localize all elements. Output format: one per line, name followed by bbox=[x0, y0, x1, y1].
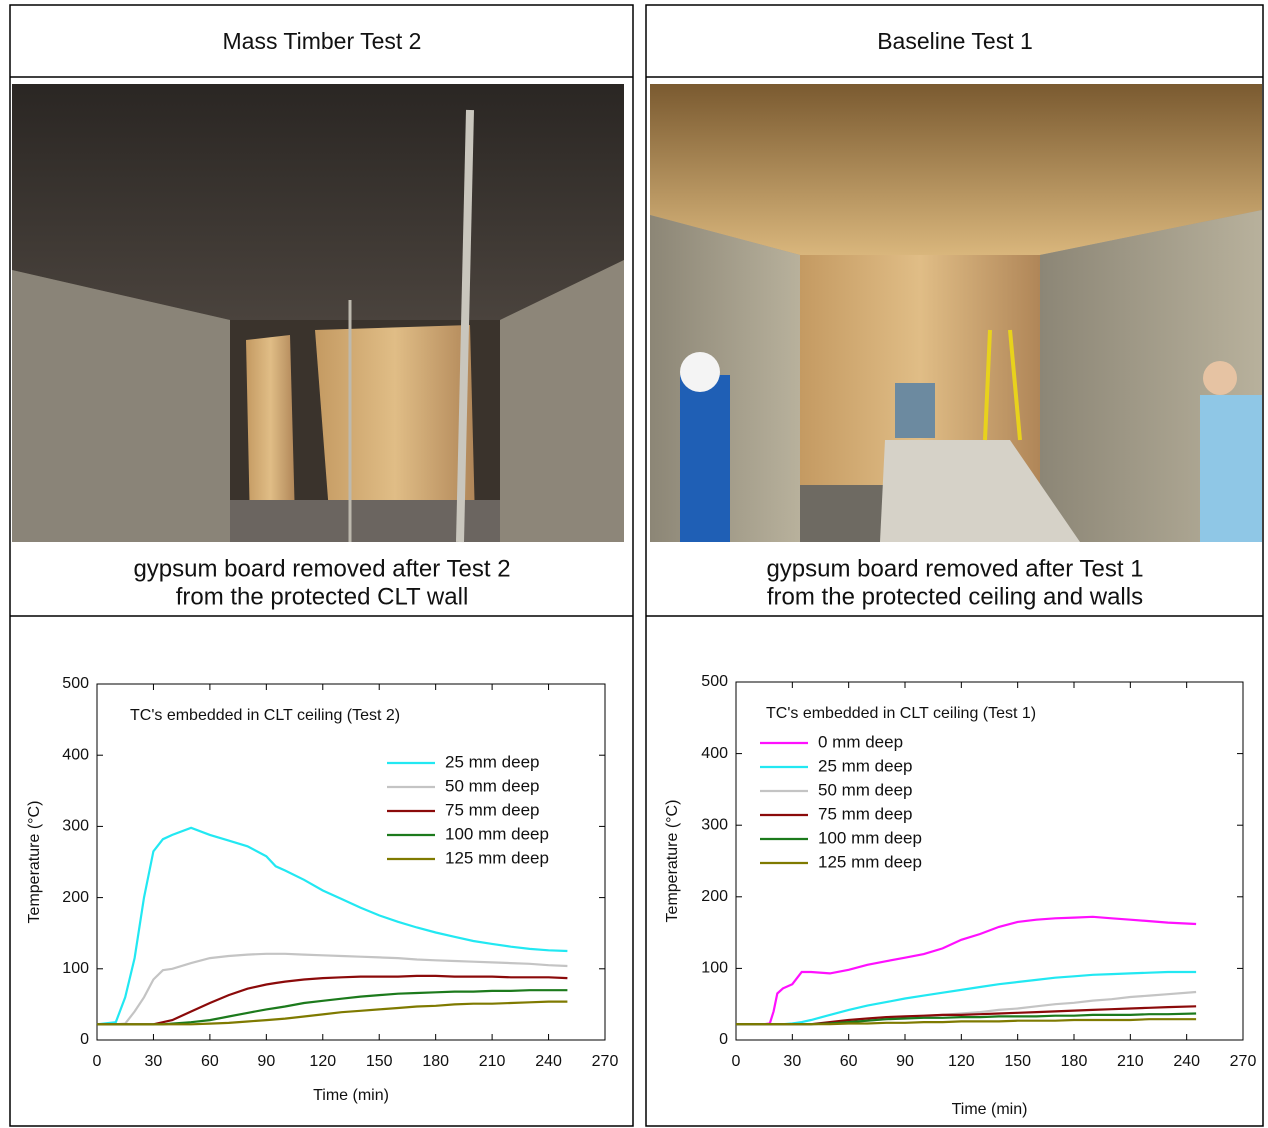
legend-label: 25 mm deep bbox=[445, 752, 540, 771]
data-line bbox=[97, 952, 568, 1026]
x-tick-label: 240 bbox=[1173, 1053, 1200, 1070]
x-tick-label: 210 bbox=[1117, 1053, 1144, 1070]
x-tick-label: 60 bbox=[840, 1053, 858, 1070]
x-tick-label: 180 bbox=[422, 1053, 449, 1070]
caption: from the protected CLT wall bbox=[176, 583, 469, 610]
y-tick-label: 100 bbox=[701, 960, 728, 977]
legend-label: 75 mm deep bbox=[818, 804, 913, 823]
caption: from the protected ceiling and walls bbox=[767, 583, 1143, 610]
legend-label: 125 mm deep bbox=[818, 852, 922, 871]
x-axis-label: Time (min) bbox=[952, 1101, 1028, 1118]
legend-label: 50 mm deep bbox=[818, 780, 913, 799]
x-tick-label: 150 bbox=[1004, 1053, 1031, 1070]
table-frame bbox=[9, 4, 1264, 1127]
y-tick-label: 200 bbox=[62, 889, 89, 906]
x-tick-label: 180 bbox=[1061, 1053, 1088, 1070]
x-tick-label: 150 bbox=[366, 1053, 393, 1070]
y-tick-label: 300 bbox=[62, 818, 89, 835]
legend-label: 100 mm deep bbox=[445, 824, 549, 843]
x-tick-label: 30 bbox=[145, 1053, 163, 1070]
plot-frame bbox=[735, 681, 1244, 1041]
data-line bbox=[97, 989, 568, 1026]
x-tick-label: 240 bbox=[535, 1053, 562, 1070]
x-axis-label: Time (min) bbox=[313, 1087, 389, 1104]
legend-label: 0 mm deep bbox=[818, 732, 903, 751]
y-tick-label: 500 bbox=[701, 673, 728, 690]
caption: gypsum board removed after Test 2 bbox=[133, 555, 510, 582]
legend-label: 125 mm deep bbox=[445, 848, 549, 867]
x-tick-label: 270 bbox=[592, 1053, 619, 1070]
x-tick-label: 30 bbox=[783, 1053, 801, 1070]
y-axis-label: Temperature (°C) bbox=[26, 801, 43, 924]
x-tick-label: 210 bbox=[479, 1053, 506, 1070]
y-tick-label: 400 bbox=[701, 745, 728, 762]
legend-label: 75 mm deep bbox=[445, 800, 540, 819]
data-line bbox=[736, 915, 1197, 1026]
y-tick-label: 0 bbox=[719, 1031, 728, 1048]
y-tick-label: 300 bbox=[701, 816, 728, 833]
x-tick-label: 120 bbox=[948, 1053, 975, 1070]
y-tick-label: 200 bbox=[701, 888, 728, 905]
x-tick-label: 90 bbox=[257, 1053, 275, 1070]
legend-label: 50 mm deep bbox=[445, 776, 540, 795]
annotation: TC's embedded in CLT ceiling (Test 1) bbox=[766, 705, 1036, 722]
plot-frame bbox=[96, 683, 606, 1041]
column-header: Baseline Test 1 bbox=[877, 28, 1033, 54]
data-line bbox=[736, 1018, 1197, 1026]
x-tick-label: 0 bbox=[93, 1053, 102, 1070]
caption: gypsum board removed after Test 1 bbox=[766, 555, 1143, 582]
legend-label: 100 mm deep bbox=[818, 828, 922, 847]
data-line bbox=[97, 1000, 568, 1026]
x-tick-label: 90 bbox=[896, 1053, 914, 1070]
column-header: Mass Timber Test 2 bbox=[223, 28, 422, 54]
y-axis-label: Temperature (°C) bbox=[664, 800, 681, 923]
x-tick-label: 0 bbox=[732, 1053, 741, 1070]
data-line bbox=[96, 826, 568, 1026]
legend-label: 25 mm deep bbox=[818, 756, 913, 775]
y-tick-label: 0 bbox=[80, 1031, 89, 1048]
x-tick-label: 120 bbox=[309, 1053, 336, 1070]
y-tick-label: 100 bbox=[62, 960, 89, 977]
x-tick-label: 270 bbox=[1230, 1053, 1257, 1070]
annotation: TC's embedded in CLT ceiling (Test 2) bbox=[130, 707, 400, 724]
y-tick-label: 500 bbox=[62, 675, 89, 692]
photo bbox=[12, 84, 624, 543]
x-tick-label: 60 bbox=[201, 1053, 219, 1070]
photo bbox=[650, 84, 1262, 542]
y-tick-label: 400 bbox=[62, 746, 89, 763]
